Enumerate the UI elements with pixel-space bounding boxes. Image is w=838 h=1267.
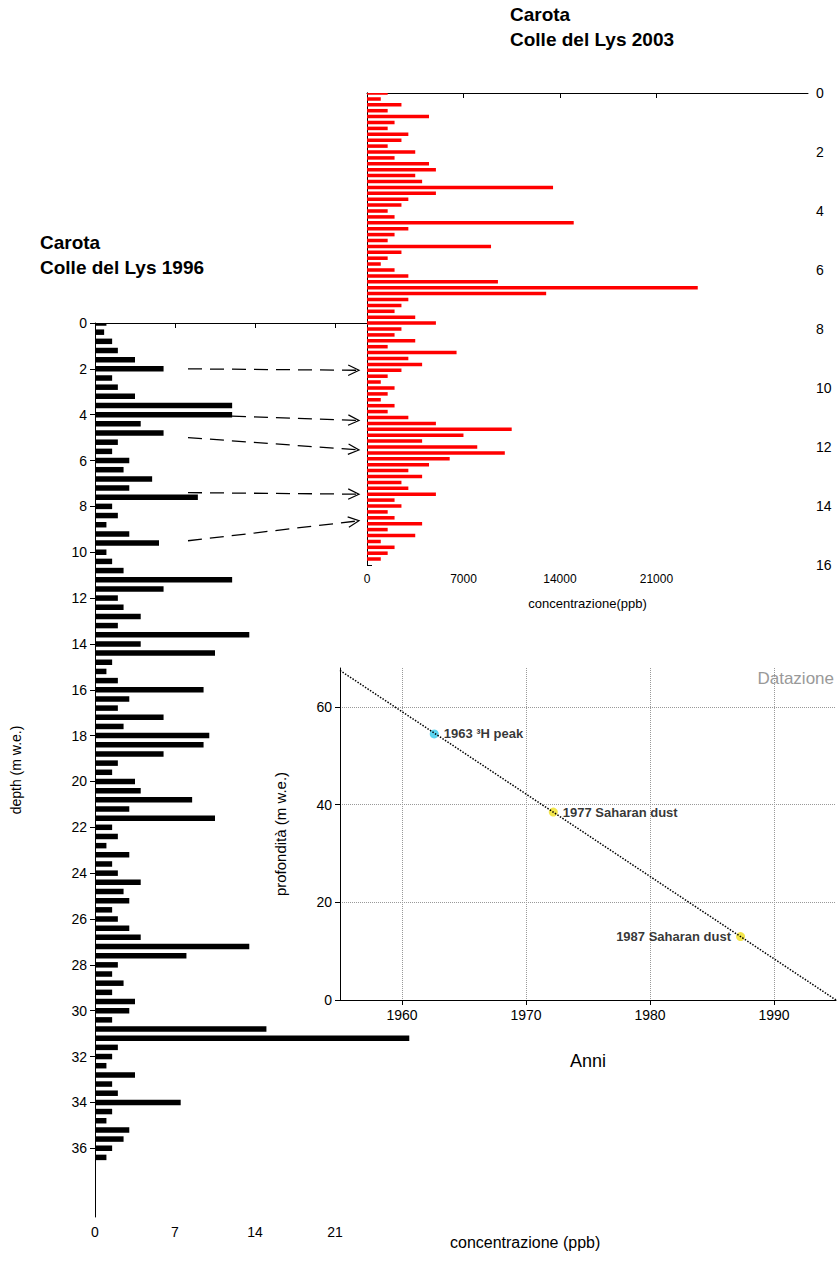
svg-text:20: 20: [71, 773, 87, 789]
svg-text:Carota: Carota: [510, 4, 571, 25]
svg-text:21: 21: [327, 1224, 343, 1240]
svg-text:1990: 1990: [758, 1007, 789, 1023]
svg-text:1987 Saharan dust: 1987 Saharan dust: [616, 929, 732, 944]
svg-text:0: 0: [91, 1224, 99, 1240]
svg-text:profondità (m w.e.): profondità (m w.e.): [272, 772, 289, 896]
svg-text:1970: 1970: [510, 1007, 541, 1023]
svg-text:1963 ³H peak: 1963 ³H peak: [444, 726, 524, 741]
svg-text:6: 6: [79, 453, 87, 469]
svg-text:1977 Saharan dust: 1977 Saharan dust: [563, 805, 679, 820]
svg-text:concentrazione(ppb): concentrazione(ppb): [528, 596, 647, 611]
svg-text:24: 24: [71, 865, 87, 881]
svg-text:8: 8: [79, 498, 87, 514]
svg-text:28: 28: [71, 957, 87, 973]
svg-text:21000: 21000: [640, 572, 674, 586]
svg-text:40: 40: [316, 797, 332, 813]
svg-text:32: 32: [71, 1049, 87, 1065]
svg-text:34: 34: [71, 1094, 87, 1110]
svg-text:0: 0: [816, 85, 824, 101]
svg-text:4: 4: [79, 407, 87, 423]
svg-text:10: 10: [816, 380, 832, 396]
svg-text:4: 4: [816, 203, 824, 219]
svg-text:10: 10: [71, 544, 87, 560]
svg-text:36: 36: [71, 1140, 87, 1156]
svg-text:7: 7: [171, 1224, 179, 1240]
svg-text:14: 14: [247, 1224, 263, 1240]
svg-text:Datazione: Datazione: [757, 669, 834, 688]
svg-text:0: 0: [364, 572, 371, 586]
svg-text:14: 14: [816, 498, 832, 514]
svg-text:18: 18: [71, 728, 87, 744]
svg-text:12: 12: [816, 439, 832, 455]
svg-text:16: 16: [816, 557, 832, 573]
svg-text:26: 26: [71, 911, 87, 927]
svg-text:Carota: Carota: [40, 232, 101, 253]
svg-text:16: 16: [71, 682, 87, 698]
svg-text:Colle del Lys 2003: Colle del Lys 2003: [510, 29, 674, 50]
svg-text:depth (m w.e.): depth (m w.e.): [8, 726, 24, 815]
svg-text:14000: 14000: [543, 572, 577, 586]
svg-text:2: 2: [816, 144, 824, 160]
svg-text:6: 6: [816, 262, 824, 278]
svg-text:30: 30: [71, 1003, 87, 1019]
svg-text:7000: 7000: [450, 572, 477, 586]
svg-text:2: 2: [79, 361, 87, 377]
svg-text:14: 14: [71, 636, 87, 652]
svg-text:0: 0: [324, 992, 332, 1008]
svg-text:8: 8: [816, 321, 824, 337]
svg-text:1980: 1980: [634, 1007, 665, 1023]
svg-text:Anni: Anni: [570, 1051, 606, 1071]
svg-text:60: 60: [316, 699, 332, 715]
svg-text:22: 22: [71, 819, 87, 835]
svg-text:Colle del Lys 1996: Colle del Lys 1996: [40, 257, 204, 278]
svg-text:20: 20: [316, 894, 332, 910]
svg-text:concentrazione (ppb): concentrazione (ppb): [450, 1234, 600, 1251]
svg-text:12: 12: [71, 590, 87, 606]
svg-text:1960: 1960: [386, 1007, 417, 1023]
svg-text:0: 0: [79, 315, 87, 331]
